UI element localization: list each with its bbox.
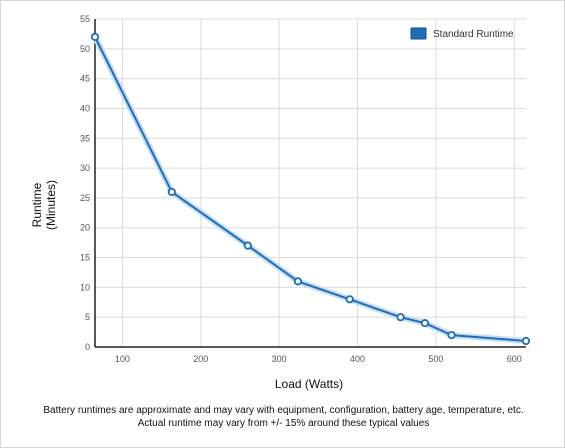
- footnote-line-2: Actual runtime may vary from +/- 15% aro…: [137, 418, 430, 429]
- y-tick-label: 20: [80, 223, 90, 233]
- x-tick-label: 200: [193, 354, 208, 364]
- y-tick-label: 15: [80, 253, 90, 263]
- series-glow: [92, 33, 529, 344]
- footnote-line-1: Battery runtimes are approximate and may…: [43, 405, 524, 416]
- y-tick-label: 40: [80, 103, 90, 113]
- series-layer: [90, 32, 531, 346]
- data-point[interactable]: [521, 336, 531, 346]
- legend-swatch-standard-runtime: [410, 27, 427, 40]
- y-tick-label: 30: [80, 163, 90, 173]
- runtime-chart: 0 5 10 15 20 25 30 35 40 45 50 55 100 200 300 400 500 600…: [30, 14, 531, 391]
- axes: 0 5 10 15 20 25 30 35 40 45 50 55 100 200 300 400 500 600: [80, 14, 526, 364]
- y-tick-label: 10: [80, 282, 90, 292]
- x-tick-label: 100: [115, 354, 130, 364]
- data-point[interactable]: [293, 277, 303, 286]
- series-line: [94, 36, 527, 342]
- data-point[interactable]: [447, 330, 456, 340]
- data-point[interactable]: [396, 313, 405, 322]
- data-point[interactable]: [90, 32, 100, 41]
- x-tick-label: 500: [428, 354, 443, 364]
- data-point[interactable]: [420, 319, 430, 328]
- y-axis-label-line-1: Runtime: [30, 182, 44, 227]
- legend-label-standard-runtime: Standard Runtime: [433, 29, 514, 40]
- y-tick-label: 25: [80, 193, 90, 203]
- y-tick-label: 45: [80, 74, 90, 84]
- y-tick-label: 35: [80, 133, 90, 143]
- x-tick-label: 400: [350, 354, 365, 364]
- y-tick-label: 5: [85, 312, 90, 322]
- x-tick-label: 600: [507, 354, 522, 364]
- y-tick-label: 0: [85, 342, 90, 352]
- y-tick-label: 50: [80, 44, 90, 54]
- footnote: Battery runtimes are approximate and may…: [1, 404, 565, 430]
- axis-labels: Load (Watts) Runtime (Minutes): [30, 180, 343, 391]
- data-point[interactable]: [345, 295, 354, 304]
- x-tick-label: 300: [272, 354, 287, 364]
- y-tick-label: 55: [80, 14, 90, 24]
- data-point[interactable]: [167, 187, 176, 197]
- y-axis-label-line-2: (Minutes): [44, 180, 58, 230]
- legend: Standard Runtime: [410, 27, 514, 40]
- x-axis-label: Load (Watts): [275, 377, 343, 391]
- grid: [95, 18, 526, 348]
- data-point[interactable]: [243, 241, 252, 250]
